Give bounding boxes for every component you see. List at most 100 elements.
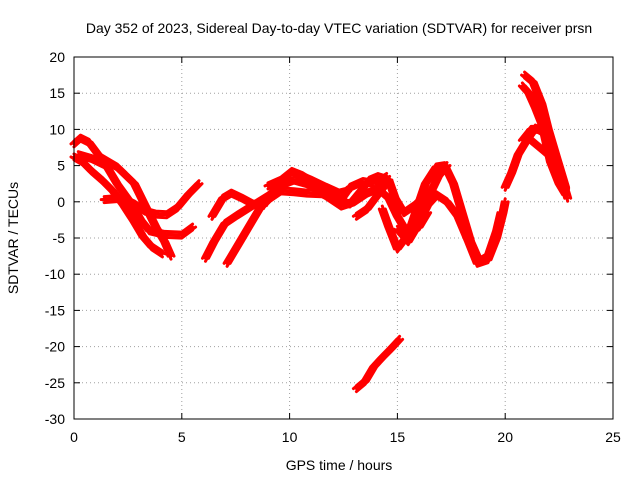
x-tick-label: 10: [282, 429, 298, 445]
data-point: [276, 186, 285, 195]
data-point: [160, 230, 169, 239]
data-series-arc-4: [99, 179, 204, 220]
data-point: [393, 212, 402, 221]
data-point: [544, 150, 553, 159]
data-point: [87, 166, 96, 175]
series-trace: [210, 194, 266, 221]
data-point: [496, 208, 505, 217]
series-trace: [354, 334, 402, 388]
data-point: [352, 384, 361, 393]
data-series-arc-17: [520, 70, 571, 192]
data-point: [158, 249, 167, 258]
data-point: [518, 81, 527, 90]
data-point: [227, 189, 236, 198]
y-tick-label: 0: [57, 194, 65, 210]
data-point: [302, 189, 311, 198]
y-tick-label: -25: [45, 375, 65, 391]
data-point: [244, 223, 253, 232]
data-point: [289, 187, 298, 196]
data-point: [442, 197, 451, 206]
data-point: [363, 189, 372, 198]
data-point: [544, 125, 553, 134]
data-point: [218, 194, 227, 203]
y-tick-label: 20: [49, 49, 65, 65]
data-point: [442, 161, 451, 170]
x-tick-label: 25: [605, 429, 621, 445]
data-point: [177, 231, 186, 240]
data-point: [475, 257, 484, 266]
data-point: [514, 150, 523, 159]
data-point: [74, 150, 83, 159]
y-tick-label: 10: [49, 121, 65, 137]
y-tick-label: -30: [45, 411, 65, 427]
y-tick-label: 15: [49, 85, 65, 101]
data-point: [201, 254, 210, 263]
data-point: [102, 161, 111, 170]
data-point: [404, 237, 413, 246]
data-point: [527, 136, 536, 145]
data-point: [501, 197, 510, 206]
data-point: [130, 199, 139, 208]
data-point: [458, 208, 467, 217]
data-point: [130, 179, 139, 188]
data-point: [378, 205, 387, 214]
data-point: [384, 223, 393, 232]
data-point: [393, 225, 402, 234]
data-point: [529, 78, 538, 87]
data-point: [138, 232, 147, 241]
chart-title: Day 352 of 2023, Sidereal Day-to-day VTE…: [86, 20, 592, 36]
data-point: [425, 190, 434, 199]
data-point: [167, 252, 176, 261]
x-tick-label: 0: [70, 429, 78, 445]
data-point: [248, 199, 257, 208]
data-point: [85, 138, 94, 147]
x-tick-label: 5: [178, 429, 186, 445]
series-trace: [76, 153, 195, 237]
x-axis-label: GPS time / hours: [286, 457, 393, 473]
axis-ticks: 0 5 10 15 20 25 -30 -25 -20 -15 -10 -5 0 5 10 15 20: [45, 49, 621, 445]
data-series-arc-13: [416, 161, 452, 218]
data-point: [483, 252, 492, 261]
data-point: [501, 183, 510, 192]
data-point: [371, 179, 380, 188]
data-point: [276, 176, 285, 185]
data-point: [113, 163, 122, 172]
y-tick-label: -10: [45, 266, 65, 282]
series-trace: [354, 337, 402, 391]
data-series-arc-11: [377, 161, 506, 266]
data-point: [393, 244, 402, 253]
data-point: [147, 242, 156, 251]
data-point: [87, 154, 96, 163]
series-trace: [523, 73, 568, 189]
data-point: [195, 179, 204, 188]
data-point: [233, 241, 242, 250]
data-point: [537, 100, 546, 109]
data-point: [238, 194, 247, 203]
data-series-arc-7: [207, 188, 269, 221]
data-point: [399, 208, 408, 217]
data-series-arc-18: [526, 135, 553, 160]
data-point: [466, 237, 475, 246]
y-tick-label: 5: [57, 158, 65, 174]
x-tick-label: 15: [390, 429, 406, 445]
data-point: [369, 362, 378, 371]
data-point: [266, 194, 275, 203]
data-point: [162, 210, 171, 219]
data-point: [264, 181, 273, 190]
data-point: [76, 134, 85, 143]
data-point: [417, 208, 426, 217]
grid: [74, 57, 613, 419]
data-point: [108, 186, 117, 195]
series-trace: [76, 156, 195, 240]
data-point: [384, 176, 393, 185]
data-point: [223, 259, 232, 268]
data-series-arc-19: [351, 334, 405, 394]
data-point: [113, 179, 122, 188]
data-point: [492, 226, 501, 235]
data-point: [520, 71, 529, 80]
data-point: [307, 176, 316, 185]
y-axis-label: SDTVAR / TECUs: [5, 182, 21, 294]
data-point: [173, 203, 182, 212]
data-point: [322, 183, 331, 192]
